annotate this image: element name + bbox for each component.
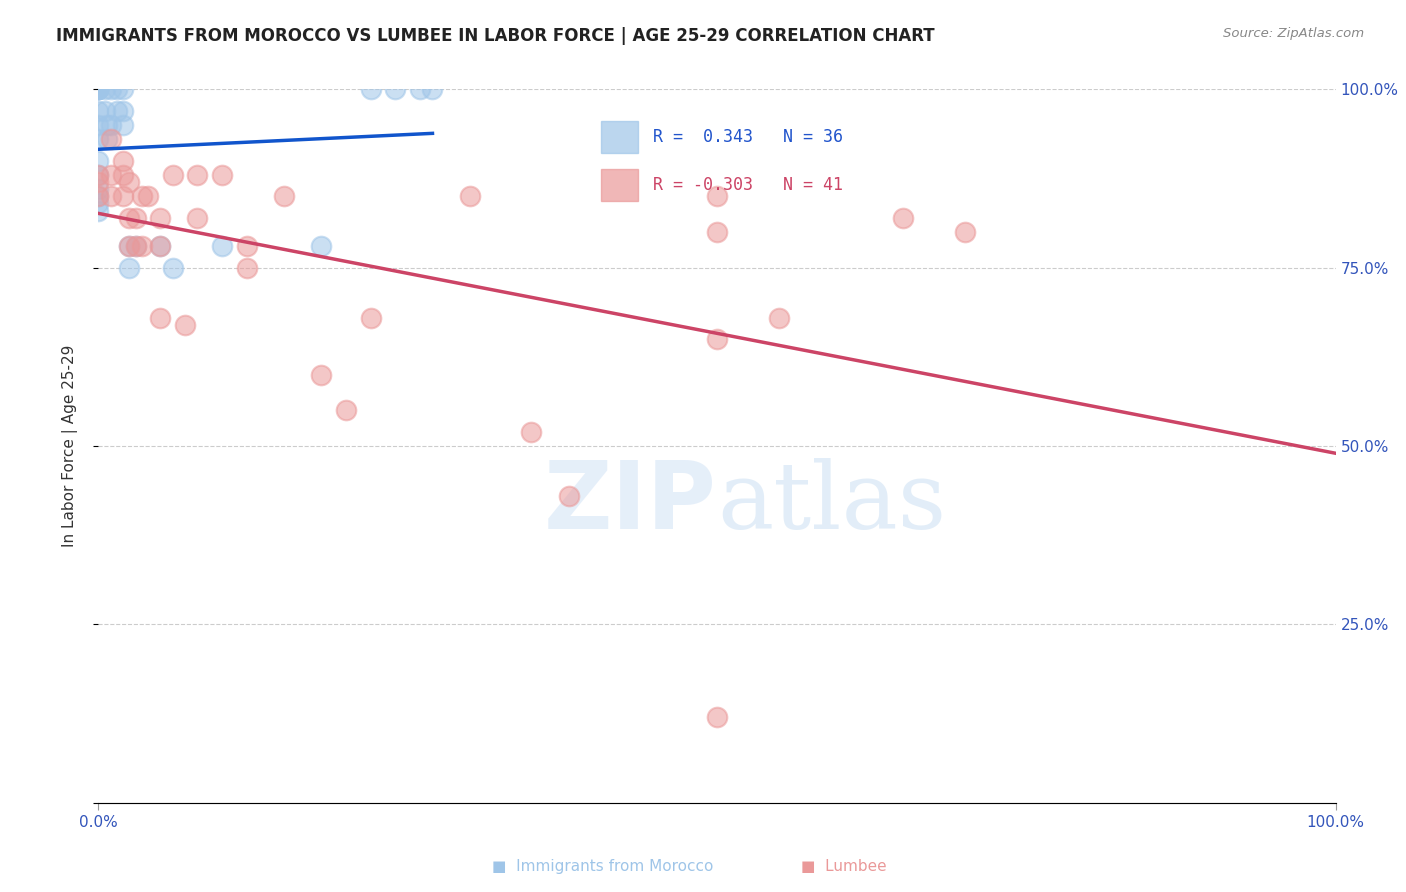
- Point: [149, 239, 172, 253]
- Point: [706, 710, 728, 724]
- Point: [149, 211, 172, 225]
- Point: [149, 239, 172, 253]
- Point: [162, 260, 184, 275]
- Point: [309, 239, 332, 253]
- Bar: [602, 121, 638, 153]
- Point: [105, 103, 128, 118]
- Point: [124, 239, 146, 253]
- Point: [87, 203, 110, 218]
- Point: [87, 196, 110, 211]
- Point: [93, 82, 115, 96]
- Point: [953, 225, 976, 239]
- Point: [236, 239, 259, 253]
- Point: [520, 425, 543, 439]
- Y-axis label: In Labor Force | Age 25-29: In Labor Force | Age 25-29: [62, 345, 77, 547]
- Point: [118, 239, 141, 253]
- Text: atlas: atlas: [717, 458, 946, 548]
- Point: [87, 132, 110, 146]
- Point: [118, 211, 141, 225]
- Point: [335, 403, 357, 417]
- Bar: [602, 169, 638, 202]
- Point: [100, 132, 122, 146]
- Point: [87, 118, 110, 132]
- Point: [87, 182, 110, 196]
- Point: [174, 318, 197, 332]
- Point: [100, 189, 122, 203]
- Point: [136, 189, 159, 203]
- Point: [422, 82, 444, 96]
- Point: [87, 82, 110, 96]
- Text: Source: ZipAtlas.com: Source: ZipAtlas.com: [1223, 27, 1364, 40]
- Text: ■  Immigrants from Morocco: ■ Immigrants from Morocco: [492, 859, 713, 874]
- Text: IMMIGRANTS FROM MOROCCO VS LUMBEE IN LABOR FORCE | AGE 25-29 CORRELATION CHART: IMMIGRANTS FROM MOROCCO VS LUMBEE IN LAB…: [56, 27, 935, 45]
- Point: [87, 175, 110, 189]
- Point: [87, 82, 110, 96]
- Point: [112, 153, 135, 168]
- Point: [87, 82, 110, 96]
- Point: [384, 82, 406, 96]
- Text: ZIP: ZIP: [544, 457, 717, 549]
- Point: [100, 118, 122, 132]
- Point: [124, 211, 146, 225]
- Point: [87, 189, 110, 203]
- Point: [87, 153, 110, 168]
- Point: [100, 82, 122, 96]
- Point: [112, 168, 135, 182]
- Point: [706, 332, 728, 346]
- Point: [93, 103, 115, 118]
- Point: [236, 260, 259, 275]
- Point: [131, 189, 153, 203]
- Point: [100, 168, 122, 182]
- Point: [149, 310, 172, 325]
- Point: [360, 82, 382, 96]
- Point: [87, 189, 110, 203]
- Point: [87, 103, 110, 118]
- Point: [112, 82, 135, 96]
- Point: [360, 310, 382, 325]
- Point: [124, 239, 146, 253]
- Point: [96, 118, 118, 132]
- Point: [87, 168, 110, 182]
- Point: [112, 118, 135, 132]
- Point: [162, 168, 184, 182]
- Point: [211, 239, 233, 253]
- Point: [768, 310, 790, 325]
- Text: ■  Lumbee: ■ Lumbee: [801, 859, 887, 874]
- Text: R =  0.343   N = 36: R = 0.343 N = 36: [652, 128, 842, 146]
- Point: [112, 103, 135, 118]
- Point: [706, 189, 728, 203]
- Point: [118, 260, 141, 275]
- Point: [186, 211, 208, 225]
- Point: [409, 82, 432, 96]
- Point: [186, 168, 208, 182]
- Point: [87, 82, 110, 96]
- Point: [105, 82, 128, 96]
- Point: [96, 132, 118, 146]
- Point: [309, 368, 332, 382]
- Point: [87, 82, 110, 96]
- Point: [211, 168, 233, 182]
- Point: [112, 189, 135, 203]
- Point: [458, 189, 481, 203]
- Point: [557, 489, 579, 503]
- Point: [706, 225, 728, 239]
- Point: [118, 175, 141, 189]
- Point: [891, 211, 914, 225]
- Point: [131, 239, 153, 253]
- Text: R = -0.303   N = 41: R = -0.303 N = 41: [652, 177, 842, 194]
- Point: [118, 239, 141, 253]
- Point: [87, 168, 110, 182]
- Point: [273, 189, 295, 203]
